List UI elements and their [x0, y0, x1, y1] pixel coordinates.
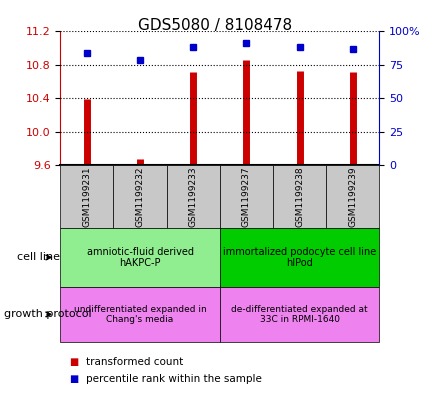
Text: GDS5080 / 8108478: GDS5080 / 8108478 [138, 18, 292, 33]
Text: transformed count: transformed count [86, 356, 183, 367]
Text: GSM1199233: GSM1199233 [188, 166, 197, 227]
Text: GSM1199237: GSM1199237 [241, 166, 250, 227]
Text: GSM1199231: GSM1199231 [82, 166, 91, 227]
Text: cell line: cell line [17, 252, 60, 263]
Text: ■: ■ [68, 356, 78, 367]
Text: amniotic-fluid derived
hAKPC-P: amniotic-fluid derived hAKPC-P [86, 247, 193, 268]
Text: de-differentiated expanded at
33C in RPMI-1640: de-differentiated expanded at 33C in RPM… [231, 305, 367, 324]
Text: growth protocol: growth protocol [4, 309, 92, 320]
Text: immortalized podocyte cell line
hIPod: immortalized podocyte cell line hIPod [222, 247, 375, 268]
Text: percentile rank within the sample: percentile rank within the sample [86, 374, 261, 384]
Text: ■: ■ [68, 374, 78, 384]
Text: GSM1199238: GSM1199238 [295, 166, 303, 227]
Text: GSM1199232: GSM1199232 [135, 166, 144, 227]
Text: GSM1199239: GSM1199239 [347, 166, 356, 227]
Text: undifferentiated expanded in
Chang's media: undifferentiated expanded in Chang's med… [74, 305, 206, 324]
